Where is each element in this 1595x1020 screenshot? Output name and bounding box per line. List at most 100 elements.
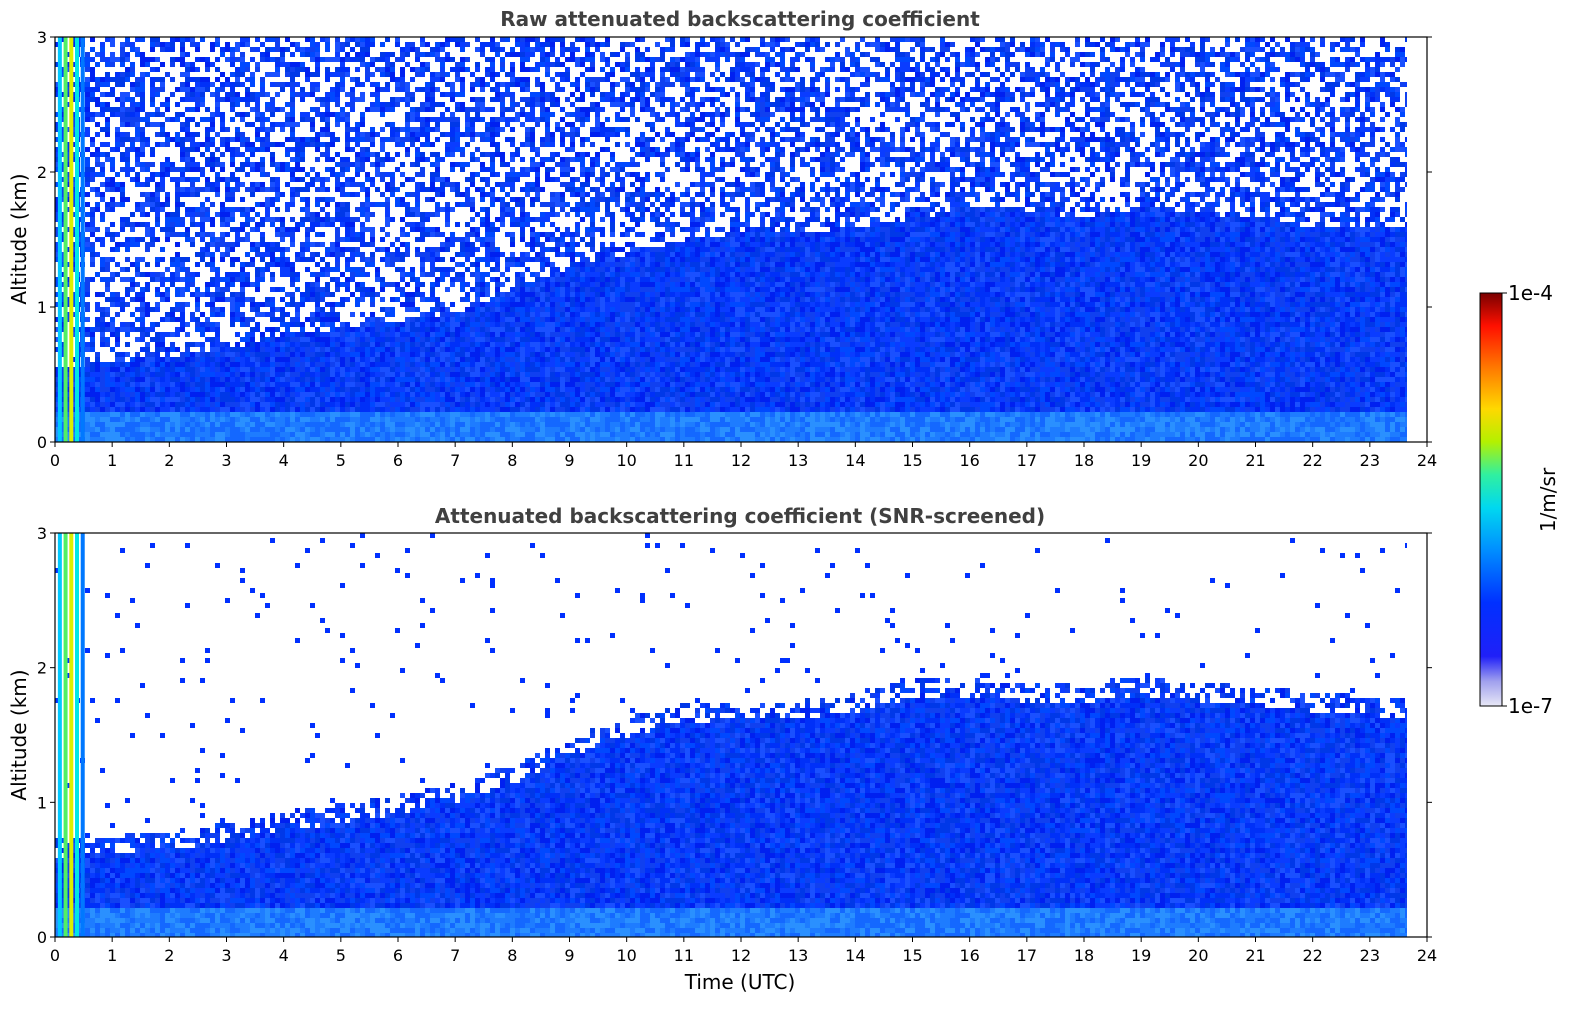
heatmap-cell <box>120 202 125 207</box>
heatmap-cell <box>115 337 120 342</box>
heatmap-cell <box>180 222 185 227</box>
heatmap-cell <box>105 92 110 97</box>
heatmap-cell <box>145 372 150 377</box>
heatmap-cell <box>165 287 170 292</box>
heatmap-cell <box>95 87 100 92</box>
heatmap-cell <box>135 352 140 357</box>
heatmap-cell <box>120 427 125 432</box>
heatmap-cell <box>185 257 190 262</box>
heatmap-cell <box>100 277 105 282</box>
heatmap-cell <box>150 177 155 182</box>
heatmap-cell <box>125 417 130 422</box>
heatmap-cell <box>150 192 155 197</box>
heatmap-cell <box>110 237 115 242</box>
heatmap-cell <box>90 277 95 282</box>
heatmap-cell <box>150 67 155 72</box>
heatmap-cell <box>160 282 165 287</box>
heatmap-cell <box>105 387 110 392</box>
heatmap-cell <box>185 77 190 82</box>
heatmap-cell <box>100 397 105 402</box>
heatmap-cell <box>135 242 140 247</box>
heatmap-cell <box>110 92 115 97</box>
heatmap-cell <box>110 322 115 327</box>
heatmap-cell <box>130 147 135 152</box>
heatmap-cell <box>105 402 110 407</box>
heatmap-cell <box>85 382 90 387</box>
heatmap-cell <box>145 177 150 182</box>
heatmap-cell <box>180 82 185 87</box>
heatmap-cell <box>130 167 135 172</box>
heatmap-cell <box>130 412 135 417</box>
heatmap-cell <box>100 152 105 157</box>
heatmap-cell <box>120 137 125 142</box>
heatmap-cell <box>125 97 130 102</box>
heatmap-cell <box>150 152 155 157</box>
heatmap-cell <box>140 97 145 102</box>
heatmap-cell <box>125 117 130 122</box>
heatmap-cell <box>135 82 140 87</box>
heatmap-cell <box>150 322 155 327</box>
heatmap-cell <box>105 327 110 332</box>
heatmap-cell <box>125 412 130 417</box>
heatmap-cell <box>170 37 175 42</box>
heatmap-cell <box>155 332 160 337</box>
heatmap-cell <box>130 177 135 182</box>
heatmap-cell <box>140 392 145 397</box>
heatmap-cell <box>155 417 160 422</box>
heatmap-cell <box>145 202 150 207</box>
heatmap-cell <box>170 422 175 427</box>
heatmap-cell <box>90 97 95 102</box>
heatmap-cell <box>125 327 130 332</box>
heatmap-cell <box>175 197 180 202</box>
heatmap-cell <box>90 332 95 337</box>
heatmap-cell <box>140 137 145 142</box>
heatmap-cell <box>120 322 125 327</box>
heatmap-cell <box>165 422 170 427</box>
heatmap-cell <box>155 412 160 417</box>
heatmap-cell <box>100 407 105 412</box>
heatmap-cell <box>85 332 90 337</box>
heatmap-cell <box>115 72 120 77</box>
heatmap-cell <box>185 117 190 122</box>
heatmap-cell <box>175 142 180 147</box>
heatmap-cell <box>90 222 95 227</box>
heatmap-cell <box>150 427 155 432</box>
heatmap-cell <box>85 302 90 307</box>
heatmap-cell <box>150 422 155 427</box>
heatmap-cell <box>140 257 145 262</box>
heatmap-cell <box>95 152 100 157</box>
heatmap-cell <box>135 422 140 427</box>
heatmap-cell <box>115 342 120 347</box>
heatmap-cell <box>125 432 130 437</box>
heatmap-cell <box>130 212 135 217</box>
heatmap-cell <box>85 292 90 297</box>
heatmap-cell <box>135 267 140 272</box>
heatmap-cell <box>170 227 175 232</box>
heatmap-cell <box>140 397 145 402</box>
heatmap-cell <box>145 387 150 392</box>
heatmap-cell <box>165 162 170 167</box>
heatmap-cell <box>110 167 115 172</box>
heatmap-cell <box>90 77 95 82</box>
heatmap-cell <box>135 112 140 117</box>
heatmap-cell <box>115 292 120 297</box>
heatmap-cell <box>170 387 175 392</box>
heatmap-cell <box>160 47 165 52</box>
heatmap-cell <box>100 427 105 432</box>
heatmap-cell <box>100 242 105 247</box>
heatmap-cell <box>165 412 170 417</box>
heatmap-cell <box>105 312 110 317</box>
heatmap-cell <box>175 272 180 277</box>
heatmap-cell <box>180 387 185 392</box>
heatmap-cell <box>95 147 100 152</box>
heatmap-cell <box>165 232 170 237</box>
heatmap-cell <box>165 427 170 432</box>
heatmap-cell <box>145 432 150 437</box>
heatmap-cell <box>140 427 145 432</box>
heatmap-cell <box>105 417 110 422</box>
heatmap-cell <box>155 307 160 312</box>
heatmap-cell <box>145 417 150 422</box>
heatmap-cell <box>110 157 115 162</box>
heatmap-cell <box>130 432 135 437</box>
heatmap-cell <box>85 407 90 412</box>
